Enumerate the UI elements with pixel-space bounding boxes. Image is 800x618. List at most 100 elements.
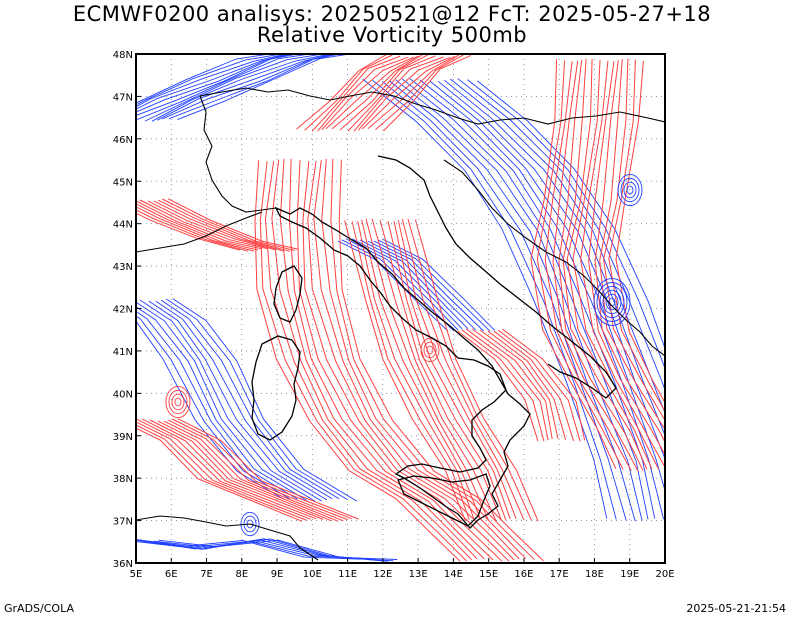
lat-tick-label: 41N [113,347,133,358]
negative-vorticity-contour [136,320,285,500]
positive-vorticity-contour [502,328,586,441]
negative-vorticity-contour [409,78,656,519]
negative-vorticity-contour [158,539,398,560]
positive-vorticity-center [171,393,185,411]
negative-vorticity-contour [144,54,326,122]
positive-vorticity-contour [544,61,632,472]
negative-vorticity-center [605,293,619,311]
negative-vorticity-contour [136,54,300,116]
lon-tick-label: 7E [200,569,213,580]
negative-vorticity-contour [429,80,665,493]
lat-lon-grid [136,54,665,563]
positive-vorticity-contour [302,161,510,562]
italy-coastline [274,206,531,529]
negative-vorticity-contour [389,80,636,522]
negative-vorticity-center [602,289,622,315]
negative-vorticity-contour [177,54,353,121]
negative-vorticity-contour [401,78,649,520]
positive-vorticity-contour [136,418,316,520]
map-subtitle: Relative Vorticity 500mb [256,23,528,47]
negative-vorticity-center [623,181,637,199]
positive-vorticity-center [174,397,182,407]
negative-vorticity-contour [395,79,643,521]
positive-vorticity-contour [530,59,617,469]
positive-vorticity-contour [365,218,489,521]
positive-vorticity-contour [397,220,517,519]
positive-vorticity-contour [172,418,352,520]
positive-vorticity-contour [177,418,359,520]
positive-vorticity-contour [383,54,472,132]
lon-tick-label: 6E [165,569,178,580]
negative-vorticity-contour [457,78,665,392]
lon-tick-label: 8E [235,569,248,580]
lon-tick-label: 13E [409,569,428,580]
positive-vorticity-contour [465,328,549,441]
positive-vorticity-contour [393,221,511,519]
lat-tick-label: 44N [113,220,133,231]
vorticity-contours [136,54,665,562]
corsica-coast [273,265,303,323]
positive-vorticity-contour [414,219,539,522]
positive-vorticity-contour [304,54,393,131]
negative-vorticity-contour [372,80,617,520]
positive-vorticity-contour [136,421,311,520]
positive-vorticity-contour [603,58,665,422]
negative-vorticity-contour [362,78,608,519]
negative-vorticity-contour [161,299,340,500]
positive-vorticity-contour [401,218,525,521]
positive-vorticity-center [165,385,191,419]
positive-vorticity-contour [375,54,465,130]
positive-vorticity-contour [572,59,660,470]
negative-vorticity-contour [136,306,307,501]
positive-vorticity-contour [331,54,423,130]
positive-vorticity-contour [279,158,485,560]
positive-vorticity-center [168,389,188,415]
positive-vorticity-contour [153,200,284,252]
positive-vorticity-contour [325,55,419,130]
positive-vorticity-contour [361,55,455,130]
positive-vorticity-contour [361,219,481,520]
positive-vorticity-contour [288,158,494,561]
negative-vorticity-contour [155,300,333,500]
lon-tick-label: 20E [655,569,674,580]
positive-vorticity-contour [296,159,503,562]
positive-vorticity-contour [339,54,429,131]
lon-tick-label: 11E [338,569,357,580]
positive-vorticity-contour [497,329,581,442]
positive-vorticity-contour [167,198,299,250]
longitude-axis: 5E 6E 7E 8E 9E 10E 11E 12E 13E 14E 15E 16E 17E 18E 19E… [130,558,675,580]
lat-tick-label: 38N [113,474,133,485]
positive-vorticity-contour [162,198,295,251]
positive-vorticity-contour [493,330,575,442]
negative-vorticity-contour [337,240,449,332]
lon-tick-label: 5E [130,569,143,580]
france-border [199,95,277,213]
positive-vorticity-contour [487,330,567,440]
lon-tick-label: 15E [479,569,498,580]
positive-vorticity-contour [317,56,409,132]
lon-tick-label: 12E [373,569,392,580]
render-timestamp: 2025-05-21-21:54 [686,602,786,615]
positive-vorticity-contour [168,419,348,520]
lat-tick-label: 45N [113,177,133,188]
negative-vorticity-contour [139,299,323,502]
lat-tick-label: 46N [113,135,133,146]
software-credit: GrADS/COLA [4,602,74,615]
negative-vorticity-contour [168,54,342,120]
positive-vorticity-contour [313,160,520,560]
positive-vorticity-contour [357,220,475,519]
north-borders [199,87,665,125]
negative-vorticity-contour [136,54,294,113]
positive-vorticity-contour [307,161,515,561]
positive-vorticity-contour [347,55,436,132]
negative-vorticity-contour [136,310,298,500]
positive-vorticity-contour [271,159,478,560]
negative-vorticity-center [620,177,640,203]
lon-tick-label: 19E [620,569,639,580]
negative-vorticity-contour [477,80,665,350]
positive-vorticity-contour [353,56,444,132]
positive-vorticity-contour [136,206,255,252]
lon-tick-label: 9E [271,569,284,580]
positive-vorticity-contour [580,61,665,469]
lon-tick-label: 10E [303,569,322,580]
